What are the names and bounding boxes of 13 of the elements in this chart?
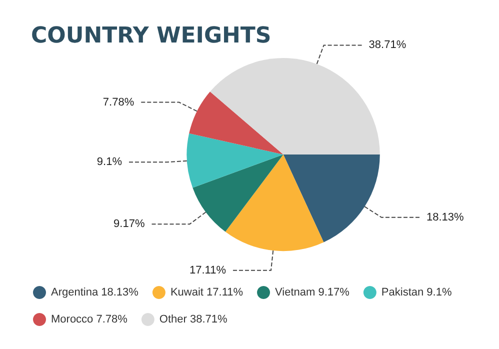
legend-label: Morocco 7.78% bbox=[51, 314, 128, 326]
data-label: 9.1% bbox=[96, 156, 122, 168]
data-label: 17.11% bbox=[189, 264, 226, 276]
legend-label: Kuwait 17.11% bbox=[170, 286, 244, 298]
chart-title: COUNTRY WEIGHTS bbox=[31, 24, 272, 48]
legend-label: Vietnam 9.17% bbox=[275, 286, 350, 298]
legend-label: Pakistan 9.1% bbox=[381, 286, 452, 298]
data-label: 9.17% bbox=[114, 218, 145, 230]
legend-label: Argentina 18.13% bbox=[51, 286, 139, 298]
data-label: 18.13% bbox=[426, 211, 464, 224]
data-label: 7.78% bbox=[102, 96, 134, 108]
legend-label: Other 38.71% bbox=[159, 314, 228, 326]
data-label: 38.71% bbox=[368, 39, 406, 52]
